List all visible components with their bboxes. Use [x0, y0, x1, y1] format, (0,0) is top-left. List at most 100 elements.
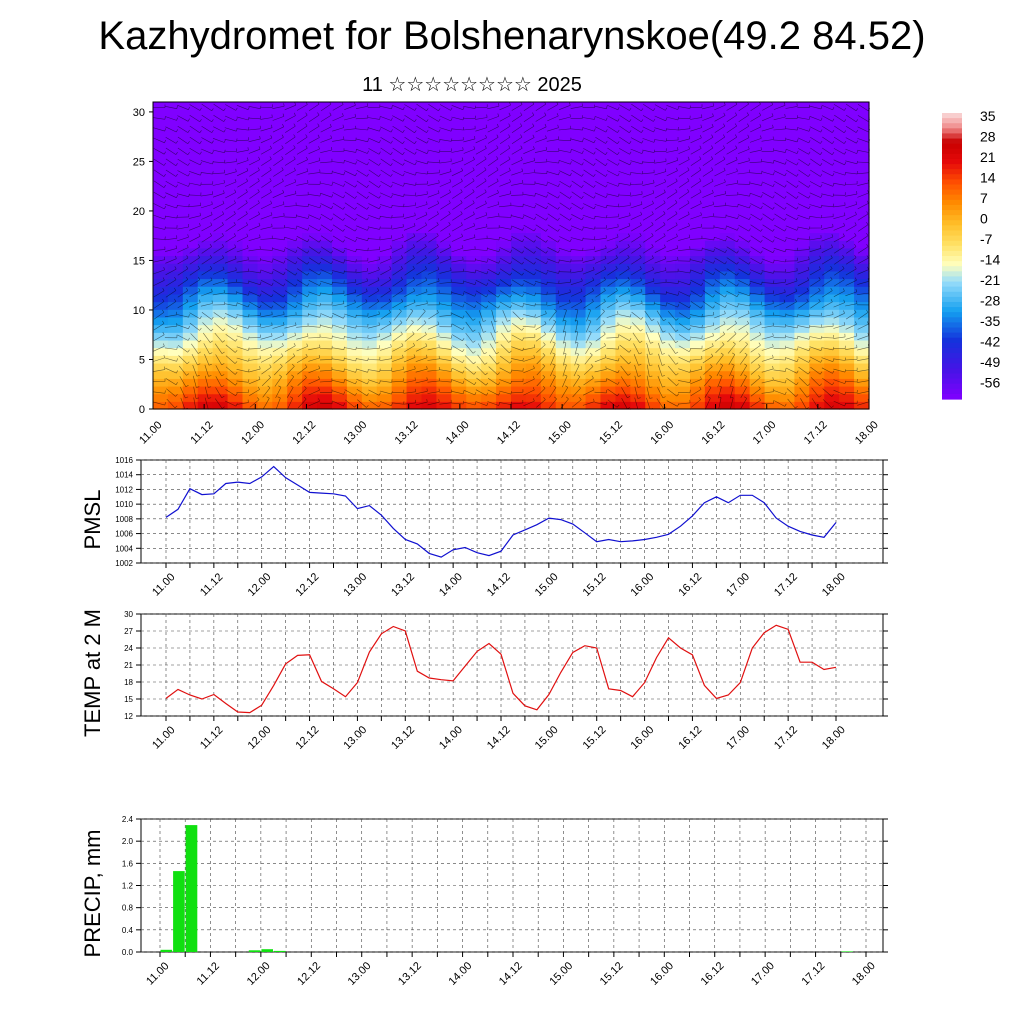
heatmap-cell: [317, 385, 333, 395]
heatmap-cell: [153, 201, 169, 211]
wind-barb-flag: [562, 330, 566, 333]
heatmap-cell: [167, 163, 184, 172]
heatmap-cell: [600, 163, 617, 172]
heatmap-cell: [167, 339, 184, 349]
heatmap-cell: [779, 232, 796, 241]
wind-barb: [737, 303, 750, 307]
wind-barb: [690, 127, 702, 132]
heatmap-cell: [391, 117, 408, 126]
wind-barb-flag: [402, 129, 405, 133]
heatmap-cell: [451, 324, 467, 333]
heatmap-cell: [749, 125, 766, 134]
heatmap-cell: [332, 286, 348, 295]
wind-barb-flag: [391, 402, 393, 406]
heatmap-cell: [466, 232, 482, 241]
heatmap-cell: [854, 301, 870, 310]
heatmap-cell: [630, 293, 646, 303]
heatmap-cell: [481, 332, 497, 341]
wind-barb: [189, 136, 200, 144]
wind-barb: [738, 224, 750, 232]
heatmap-cell: [570, 232, 587, 241]
wind-barb-flag: [552, 374, 556, 377]
wind-barb: [165, 116, 177, 121]
wind-barb: [716, 365, 723, 377]
wind-barb-flag: [474, 305, 477, 308]
heatmap-cell: [734, 309, 751, 318]
heatmap-cell: [749, 324, 766, 333]
wind-barb-flag: [245, 189, 248, 193]
wind-barb-flag: [269, 178, 272, 182]
wind-barb: [549, 376, 556, 388]
wind-barb: [177, 104, 189, 110]
wind-barb-flag: [472, 211, 475, 215]
wind-barb: [535, 213, 547, 221]
wind-barb-flag: [593, 139, 596, 143]
wind-barb: [714, 115, 726, 122]
heatmap-cell: [227, 117, 244, 126]
heatmap-cell: [182, 247, 199, 257]
wind-barb: [797, 356, 809, 363]
wind-barb: [463, 169, 475, 177]
wind-barb-flag: [343, 260, 345, 264]
wind-barb: [678, 380, 690, 383]
heatmap-cell: [391, 286, 408, 295]
heatmap-cell: [704, 270, 721, 280]
wind-barb-flag: [378, 184, 381, 188]
wind-barb-flag: [639, 222, 642, 226]
wind-barb-flag: [307, 215, 310, 219]
heatmap-cell: [391, 178, 408, 188]
wind-barb-flag: [784, 206, 787, 210]
heatmap-cell: [436, 378, 452, 387]
wind-barb: [236, 335, 249, 340]
wind-barbs-layer: [152, 101, 871, 410]
heatmap-cell: [719, 278, 736, 287]
wind-barb-flag: [293, 134, 296, 138]
heatmap-cell: [675, 293, 691, 303]
wind-barb: [654, 115, 666, 122]
wind-barb: [511, 268, 523, 276]
wind-barb: [631, 311, 642, 320]
heatmap-cell: [466, 278, 482, 287]
wind-barb: [225, 224, 236, 232]
wind-barb-flag: [533, 250, 536, 254]
wind-barb: [657, 364, 663, 377]
wind-barb-flag: [687, 178, 690, 182]
wind-barb: [655, 213, 666, 221]
heatmap-cell: [436, 301, 452, 310]
wind-barb: [690, 379, 702, 385]
heatmap-cell: [645, 132, 661, 141]
heatmap-cell: [153, 247, 169, 257]
heatmap-cell: [197, 217, 214, 226]
wind-barb-flag: [520, 145, 523, 149]
wind-barb-flag: [472, 200, 475, 204]
wind-barb-flag: [534, 292, 536, 297]
heatmap-cell: [361, 401, 378, 410]
wind-barb-flag: [247, 256, 249, 260]
wind-barb-flag: [629, 141, 632, 144]
wind-barb: [630, 291, 643, 297]
heatmap-cell: [615, 247, 631, 257]
wind-barb-flag: [508, 145, 511, 149]
wind-barb: [343, 271, 356, 273]
wind-barb-flag: [699, 189, 702, 193]
wind-barb-flag: [483, 320, 487, 322]
heatmap-cell: [555, 301, 572, 310]
wind-barb-flag: [436, 222, 439, 225]
wind-barb-flag: [257, 397, 260, 400]
heatmap-cell: [824, 316, 840, 326]
wind-barb: [571, 301, 582, 309]
wind-barb: [607, 158, 618, 166]
wind-barb-flag: [628, 288, 630, 292]
heatmap-cell: [794, 102, 810, 111]
heatmap-cell: [302, 393, 318, 402]
wind-barb-flag: [592, 387, 595, 391]
heatmap-cell: [212, 370, 229, 379]
heatmap-cell: [272, 194, 288, 203]
wind-barb: [439, 115, 451, 122]
wind-barb-flag: [198, 233, 201, 237]
wind-barb: [739, 344, 748, 354]
wind-barb-flag: [760, 217, 763, 221]
wind-barb-flag: [676, 233, 678, 237]
heatmap-cell: [167, 194, 184, 203]
wind-barb-flag: [709, 374, 712, 378]
